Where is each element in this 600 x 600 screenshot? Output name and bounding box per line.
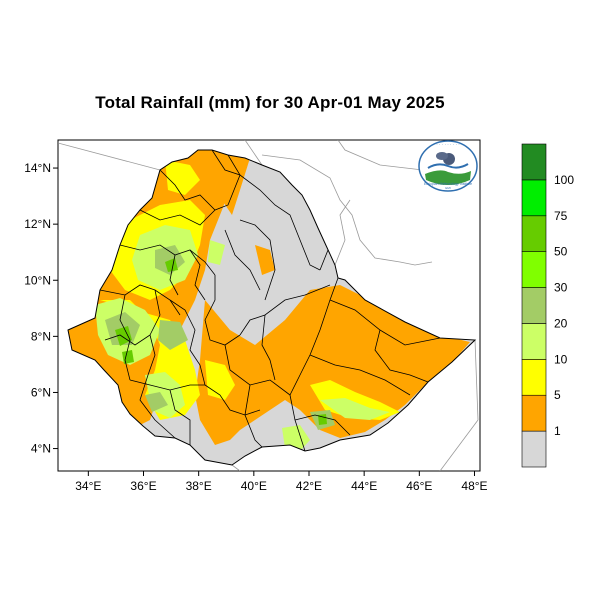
svg-text:Ethiopian Meteorology Institut: Ethiopian Meteorology Institute — [424, 182, 472, 186]
green-area — [122, 350, 134, 364]
orange-area — [290, 310, 330, 345]
y-tick-label: 10°N — [24, 273, 51, 287]
legend-swatch — [521, 179, 547, 217]
legend-swatch — [521, 143, 547, 181]
x-tick-label: 42°E — [296, 479, 322, 493]
x-tick-label: 36°E — [130, 479, 156, 493]
map-title: Total Rainfall (mm) for 30 Apr-01 May 20… — [95, 93, 445, 112]
legend-label: 50 — [554, 245, 568, 259]
x-tick-label: 34°E — [75, 479, 101, 493]
orange-area — [255, 245, 275, 275]
x-tick-label: 46°E — [406, 479, 432, 493]
legend-swatch — [521, 287, 547, 324]
legend-label: 10 — [554, 352, 568, 366]
legend-swatch — [521, 323, 547, 360]
admin-boundaries — [99, 150, 441, 452]
legend-swatch — [521, 359, 547, 396]
x-tick-label: 38°E — [186, 479, 212, 493]
legend-swatch — [521, 251, 547, 288]
orange-area — [195, 285, 470, 445]
legend-label: 100 — [554, 173, 574, 187]
x-tick-label: 44°E — [351, 479, 377, 493]
yellow-area — [165, 160, 200, 195]
y-axis: 14°N 12°N 10°N 8°N 6°N 4°N — [24, 161, 58, 456]
legend-label: 75 — [554, 209, 568, 223]
palegreen-area — [208, 240, 225, 265]
green-area — [165, 258, 178, 272]
y-tick-label: 6°N — [31, 385, 51, 399]
svg-text:EMI: EMI — [445, 186, 451, 190]
neighbor-borders — [58, 140, 479, 471]
x-axis: 34°E 36°E 38°E 40°E 42°E 44°E 46°E 48°E — [75, 471, 488, 493]
x-tick-label: 48°E — [461, 479, 487, 493]
legend-swatch — [521, 394, 547, 432]
orange-area — [222, 150, 250, 215]
y-tick-label: 8°N — [31, 329, 51, 343]
olive-area — [145, 392, 168, 412]
palegreen-area — [320, 398, 390, 420]
rainfall-legend: 1 5 10 20 30 50 75 100 — [521, 143, 574, 468]
olive-area — [158, 320, 188, 350]
legend-swatch — [521, 430, 547, 468]
green-area — [318, 414, 327, 425]
green-area — [115, 326, 132, 346]
legend-swatch — [521, 215, 547, 252]
legend-label: 20 — [554, 316, 568, 330]
y-tick-label: 12°N — [24, 217, 51, 231]
x-tick-label: 40°E — [241, 479, 267, 493]
y-tick-label: 14°N — [24, 161, 51, 175]
legend-label: 30 — [554, 281, 568, 295]
emi-logo: · · · · · · · · · Ethiopian Meteorology … — [418, 140, 478, 192]
svg-text:· · · · · · · · ·: · · · · · · · · · — [436, 142, 460, 147]
legend-label: 1 — [554, 424, 561, 438]
legend-label: 5 — [554, 388, 561, 402]
y-tick-label: 4°N — [31, 442, 51, 456]
